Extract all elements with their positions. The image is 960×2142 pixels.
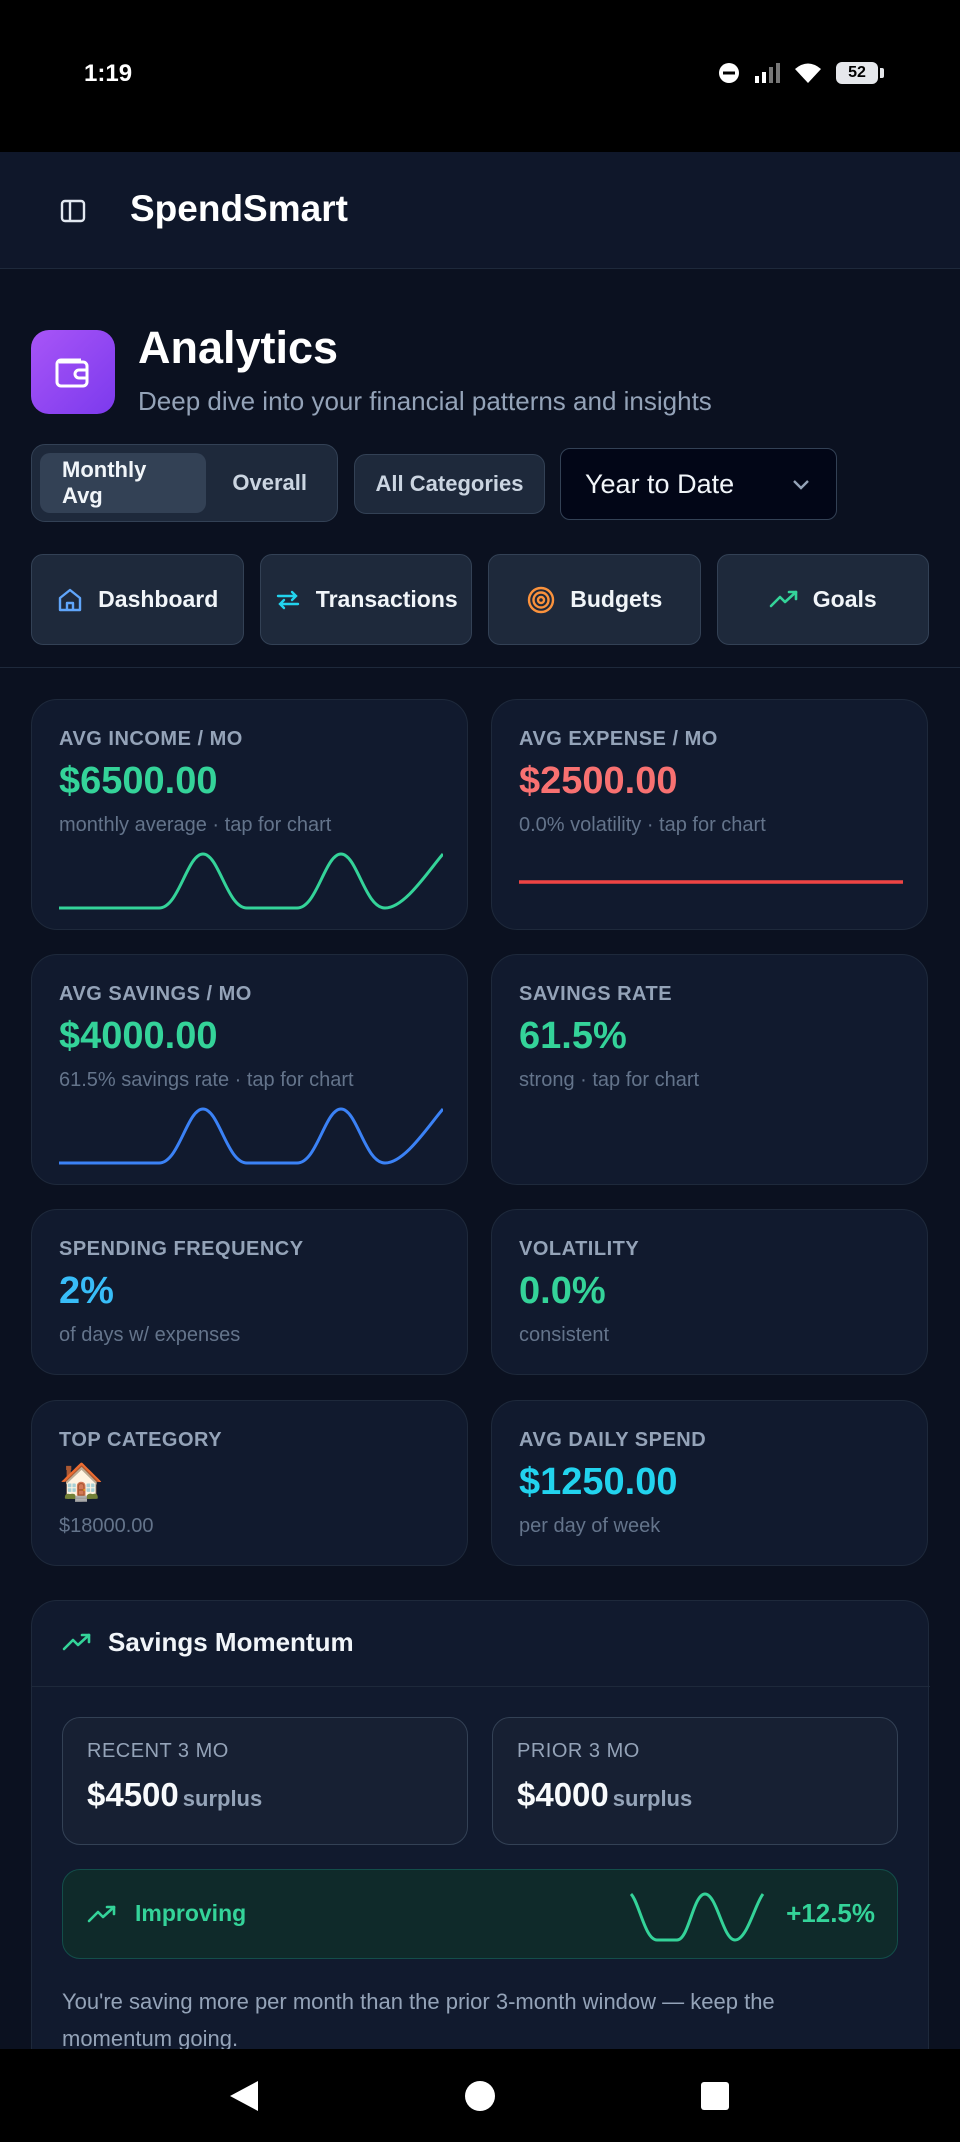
app-title: SpendSmart [130,188,348,229]
momentum-trend-percent: +12.5% [786,1898,875,1928]
do-not-disturb-icon [719,63,739,83]
savings-sparkline [59,1107,443,1165]
wallet-icon [31,330,115,414]
status-icons: 52 [718,62,884,84]
momentum-note: You're saving more per month than the pr… [62,1989,775,2051]
trending-up-icon [769,590,798,607]
savings-momentum-header: Savings Momentum [32,1601,930,1687]
volatility-card: VOLATILITY 0.0% consistent [491,1209,928,1375]
status-bar: 1:19 52 [0,0,960,152]
home-emoji-icon: 🏠 [59,1461,104,1502]
nav-goals-button[interactable]: Goals [716,554,929,645]
avg-savings-card[interactable]: AVG SAVINGS / MO $4000.00 61.5% savings … [31,954,468,1185]
nav-budgets-button[interactable]: Budgets [488,554,701,645]
momentum-trend-banner: Improving +12.5% [62,1869,898,1959]
date-range-select[interactable]: Year to Date [560,448,837,520]
trending-up-icon [62,1633,91,1651]
nav-transactions-button[interactable]: Transactions [259,554,472,645]
page-subtitle: Deep dive into your financial patterns a… [138,386,712,416]
section-divider [0,667,960,668]
trending-up-icon [87,1905,116,1923]
expense-sparkline [519,880,903,884]
avg-daily-spend-card: AVG DAILY SPEND $1250.00 per day of week [491,1400,928,1566]
top-category-card: TOP CATEGORY 🏠 $18000.00 [31,1400,468,1566]
signal-icon [755,63,780,83]
battery-icon: 52 [836,62,884,84]
prior-value: $4000 [517,1776,609,1813]
mode-overall-button[interactable]: Overall [232,470,307,495]
page-title: Analytics [138,322,339,373]
prior-window-box: PRIOR 3 MO $4000 surplus [492,1717,898,1845]
avg-daily-spend-value: $1250.00 [519,1461,678,1503]
income-sparkline [59,852,443,910]
arrows-swap-icon [276,590,299,609]
home-circle-icon[interactable] [464,2080,496,2112]
date-range-value: Year to Date [585,468,735,499]
savings-rate-card[interactable]: SAVINGS RATE 61.5% strong · tap for char… [491,954,928,1185]
avg-income-value: $6500.00 [59,760,218,802]
savings-momentum-card: Savings Momentum RECENT 3 MO $4500 surplu… [31,1600,930,2142]
back-icon[interactable] [228,2079,260,2113]
system-navigation-bar [0,2049,960,2142]
sidebar-toggle-button[interactable] [54,192,92,230]
nav-dashboard-button[interactable]: Dashboard [31,554,244,645]
wifi-icon [795,63,821,83]
home-icon [58,588,82,611]
volatility-value: 0.0% [519,1270,606,1312]
avg-expense-value: $2500.00 [519,760,678,802]
momentum-sparkline [629,1892,765,1942]
section-nav: Dashboard Transactions Budgets Goals [31,554,929,645]
app-header: SpendSmart [0,152,960,269]
avg-savings-value: $4000.00 [59,1015,218,1057]
chevron-down-icon [793,480,809,490]
avg-expense-card[interactable]: AVG EXPENSE / MO $2500.00 0.0% volatilit… [491,699,928,930]
recents-square-icon[interactable] [700,2081,730,2111]
mode-monthly-avg-button[interactable]: Monthly Avg [40,453,207,513]
spending-frequency-card: SPENDING FREQUENCY 2% of days w/ expense… [31,1209,468,1375]
savings-rate-value: 61.5% [519,1015,627,1057]
avg-income-card[interactable]: AVG INCOME / MO $6500.00 monthly average… [31,699,468,930]
mode-segmented-control: Monthly Avg Overall [31,444,338,522]
target-icon [528,586,555,613]
recent-value: $4500 [87,1776,179,1813]
sidebar-icon [60,199,86,223]
spending-frequency-value: 2% [59,1270,114,1312]
category-filter-button[interactable]: All Categories [354,454,545,514]
status-time: 1:19 [84,60,133,87]
recent-window-box: RECENT 3 MO $4500 surplus [62,1717,468,1845]
